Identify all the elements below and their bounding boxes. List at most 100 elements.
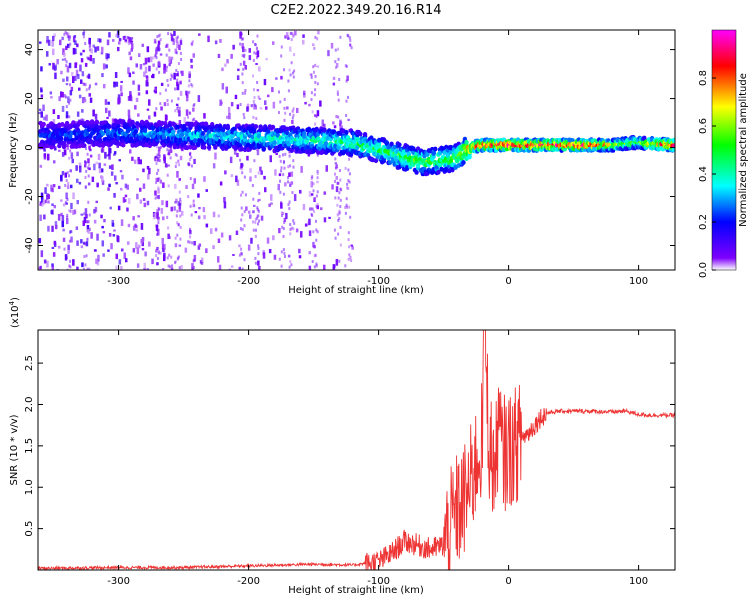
- heatmap-cell: [322, 127, 327, 133]
- heatmap-cell: [344, 128, 347, 132]
- heatmap-cell: [117, 236, 120, 243]
- heatmap-cell: [92, 109, 95, 117]
- heatmap-cell: [157, 188, 160, 194]
- heatmap-cell: [78, 87, 81, 91]
- heatmap-cell: [464, 139, 469, 145]
- heatmap-cell: [176, 84, 180, 91]
- heatmap-cell: [336, 90, 339, 94]
- heatmap-cell: [414, 170, 419, 175]
- heatmap-cell: [139, 199, 143, 204]
- heatmap-cell: [145, 90, 149, 95]
- heatmap-cell: [338, 259, 341, 263]
- heatmap-cell: [94, 119, 100, 125]
- heatmap-cell: [55, 224, 58, 230]
- heatmap-cell: [166, 99, 169, 103]
- heatmap-cell: [292, 75, 295, 79]
- heatmap-cell: [229, 156, 233, 164]
- heatmap-cell: [72, 210, 75, 215]
- heatmap-cell: [137, 92, 141, 96]
- heatmap-cell: [102, 231, 106, 234]
- heatmap-cell: [278, 111, 280, 114]
- heatmap-cell: [325, 165, 328, 172]
- y-tick-label: -20: [24, 188, 35, 204]
- heatmap-cell: [337, 115, 340, 119]
- heatmap-cell: [303, 90, 306, 96]
- heatmap-cell: [339, 169, 341, 173]
- heatmap-cell: [139, 64, 143, 70]
- heatmap-cell: [313, 210, 315, 214]
- heatmap-cell: [173, 31, 176, 36]
- heatmap-cell: [166, 215, 169, 219]
- heatmap-cell: [81, 71, 85, 77]
- heatmap-cell: [190, 155, 193, 159]
- heatmap-cell: [264, 187, 267, 193]
- heatmap-cell: [239, 31, 242, 37]
- heatmap-cell: [253, 106, 255, 110]
- heatmap-cell: [256, 214, 259, 218]
- heatmap-cell: [90, 143, 93, 146]
- heatmap-cell: [118, 38, 122, 42]
- heatmap-cell: [82, 267, 85, 270]
- heatmap-cell: [189, 151, 192, 155]
- heatmap-cell: [66, 68, 69, 72]
- heatmap-cell: [291, 116, 294, 120]
- heatmap-cell: [316, 176, 319, 180]
- heatmap-cell: [80, 239, 83, 244]
- heatmap-cell: [54, 147, 57, 150]
- heatmap-cell: [258, 198, 261, 201]
- heatmap-cell: [191, 267, 194, 270]
- heatmap-cell: [165, 43, 169, 48]
- heatmap-cell: [299, 189, 302, 194]
- heatmap-cell: [158, 47, 161, 51]
- heatmap-cell: [189, 177, 192, 181]
- heatmap-cell: [51, 203, 54, 206]
- heatmap-cell: [223, 201, 227, 209]
- heatmap-cell: [279, 179, 281, 183]
- heatmap-cell: [288, 154, 291, 158]
- heatmap-cell: [240, 162, 243, 168]
- heatmap-cell: [164, 114, 168, 122]
- heatmap-cell: [279, 190, 282, 194]
- heatmap-cell: [53, 160, 56, 164]
- heatmap-cell: [198, 33, 201, 36]
- heatmap-cell: [230, 174, 234, 178]
- heatmap-cell: [89, 148, 92, 152]
- heatmap-cell: [132, 80, 135, 85]
- heatmap-cell: [221, 67, 224, 72]
- heatmap-cell: [82, 82, 86, 86]
- heatmap-cell: [111, 118, 115, 125]
- heatmap-cell: [83, 30, 86, 34]
- heatmap-cell: [148, 167, 151, 175]
- heatmap-cell: [241, 213, 244, 217]
- heatmap-cell: [226, 59, 229, 64]
- heatmap-cell: [86, 267, 89, 270]
- heatmap-cell: [60, 212, 63, 217]
- heatmap-cell: [311, 260, 314, 263]
- heatmap-cell: [312, 182, 315, 186]
- heatmap-cell: [84, 186, 87, 190]
- heatmap-cell: [62, 78, 65, 82]
- heatmap-cell: [160, 145, 162, 149]
- heatmap-cell: [141, 43, 144, 47]
- heatmap-cell: [121, 174, 124, 180]
- heatmap-cell: [292, 113, 295, 117]
- heatmap-cell: [179, 237, 182, 241]
- heatmap-cell: [280, 169, 283, 173]
- heatmap-cell: [133, 129, 138, 135]
- heatmap-cell: [212, 163, 216, 169]
- heatmap-cell: [240, 218, 243, 222]
- heatmap-cell: [212, 211, 216, 218]
- heatmap-cell: [65, 179, 68, 182]
- heatmap-cell: [179, 81, 182, 85]
- heatmap-cell: [642, 135, 647, 141]
- heatmap-cell: [185, 109, 189, 116]
- heatmap-cell: [448, 158, 454, 164]
- heatmap-cell: [308, 191, 312, 197]
- heatmap-cell: [43, 153, 47, 160]
- heatmap-cell: [178, 110, 181, 117]
- heatmap-cell: [254, 103, 257, 107]
- heatmap-cell: [250, 237, 253, 244]
- heatmap-cell: [117, 205, 121, 211]
- heatmap-cell: [100, 168, 104, 173]
- heatmap-cell: [344, 264, 347, 268]
